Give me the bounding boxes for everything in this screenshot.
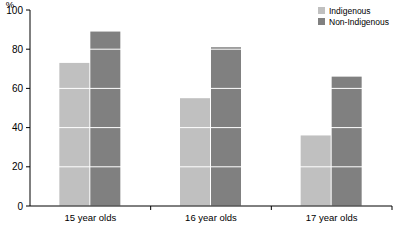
x-tick-label: 17 year olds bbox=[306, 212, 358, 223]
legend-swatch bbox=[318, 7, 325, 14]
grid-line bbox=[30, 166, 392, 167]
x-tick bbox=[150, 206, 151, 210]
grid-line bbox=[30, 88, 392, 89]
grid-line bbox=[30, 49, 392, 50]
y-tick-label: 80 bbox=[12, 44, 24, 55]
bar bbox=[211, 47, 241, 206]
legend-label: Indigenous bbox=[329, 6, 371, 16]
bars bbox=[59, 32, 361, 206]
y-tick-label: 60 bbox=[12, 83, 24, 94]
y-tick bbox=[26, 49, 30, 50]
legend-swatch bbox=[318, 18, 325, 25]
grid-line bbox=[30, 127, 392, 128]
grid-line bbox=[30, 206, 392, 207]
x-tick-label: 16 year olds bbox=[185, 212, 237, 223]
x-tick-label: 15 year olds bbox=[64, 212, 116, 223]
y-tick bbox=[26, 206, 30, 207]
bar bbox=[332, 77, 362, 206]
y-axis bbox=[30, 10, 31, 206]
y-tick-label: 20 bbox=[12, 161, 24, 172]
bar bbox=[301, 135, 331, 206]
legend: IndigenousNon-Indigenous bbox=[318, 6, 389, 27]
y-tick bbox=[26, 88, 30, 89]
legend-label: Non-Indigenous bbox=[329, 17, 389, 27]
x-tick bbox=[392, 206, 393, 210]
x-axis bbox=[30, 206, 392, 207]
bar bbox=[90, 32, 120, 206]
y-tick-label: 0 bbox=[17, 201, 23, 212]
y-tick-label: 40 bbox=[12, 122, 24, 133]
y-tick bbox=[26, 166, 30, 167]
bar bbox=[180, 98, 210, 206]
grid bbox=[30, 10, 392, 206]
x-tick bbox=[271, 206, 272, 210]
y-axis-label: % bbox=[6, 0, 15, 10]
y-tick bbox=[26, 127, 30, 128]
y-tick bbox=[26, 10, 30, 11]
chart: 02040608010015 year olds16 year olds17 y… bbox=[0, 0, 397, 227]
bar bbox=[59, 63, 89, 206]
